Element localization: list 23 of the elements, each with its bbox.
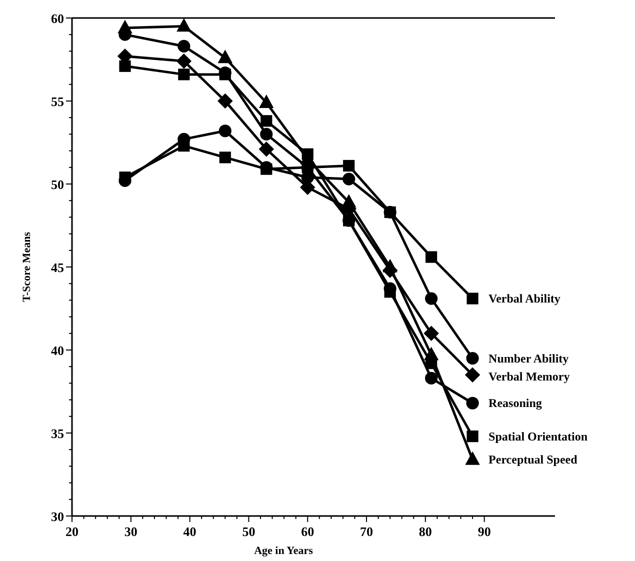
x-tick-label: 40 [183,524,196,539]
series-label: Verbal Memory [488,369,570,384]
series-label: Verbal Ability [488,292,560,306]
x-tick-label: 80 [418,524,432,539]
x-tick-label: 90 [478,524,491,539]
x-tick-label: 50 [242,524,256,539]
x-axis-title: Age in Years [254,545,314,557]
y-tick-label: 30 [51,509,64,524]
series-label: Reasoning [488,396,542,410]
y-tick-label: 50 [51,177,64,192]
y-tick-label: 60 [51,11,64,26]
x-tick-label: 60 [301,524,314,539]
y-tick-label: 45 [51,260,64,275]
y-tick-label: 35 [51,426,64,441]
series-label: Number Ability [488,351,569,366]
y-tick-label: 40 [51,343,64,358]
x-tick-label: 20 [66,524,78,539]
x-tick-label: 70 [360,524,374,539]
y-tick-label: 55 [51,94,64,109]
y-axis-title: T-Score Means [21,231,33,302]
series-label: Perceptual Speed [488,452,578,467]
series-label: Spatial Orientation [488,429,588,444]
x-tick-label: 30 [124,524,138,539]
